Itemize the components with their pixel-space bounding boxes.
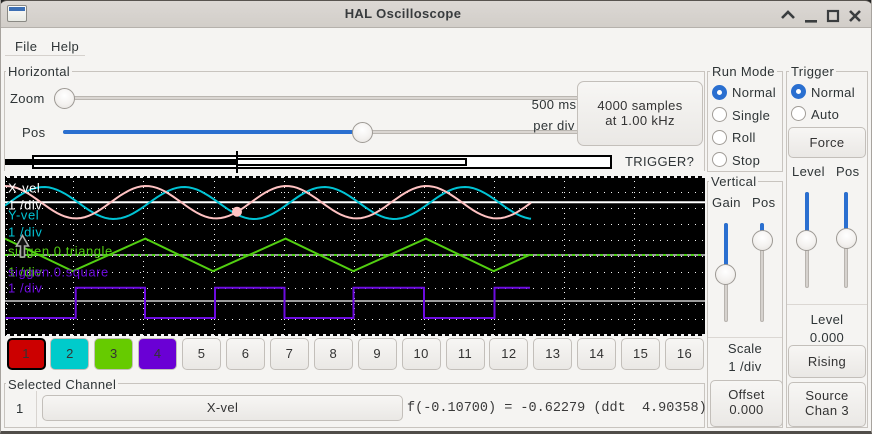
svg-text:1 /div: 1 /div	[8, 225, 42, 240]
svg-text:siggen.0.square: siggen.0.square	[8, 265, 109, 280]
svg-text:1 /div: 1 /div	[8, 281, 42, 296]
svg-text:siggen.0.triangle: siggen.0.triangle	[8, 243, 113, 258]
svg-text:X-vel: X-vel	[8, 181, 40, 196]
svg-text:Y-vel: Y-vel	[8, 208, 39, 223]
svg-text:1 /div: 1 /div	[8, 198, 42, 213]
svg-text:1 /div: 1 /div	[8, 265, 42, 280]
